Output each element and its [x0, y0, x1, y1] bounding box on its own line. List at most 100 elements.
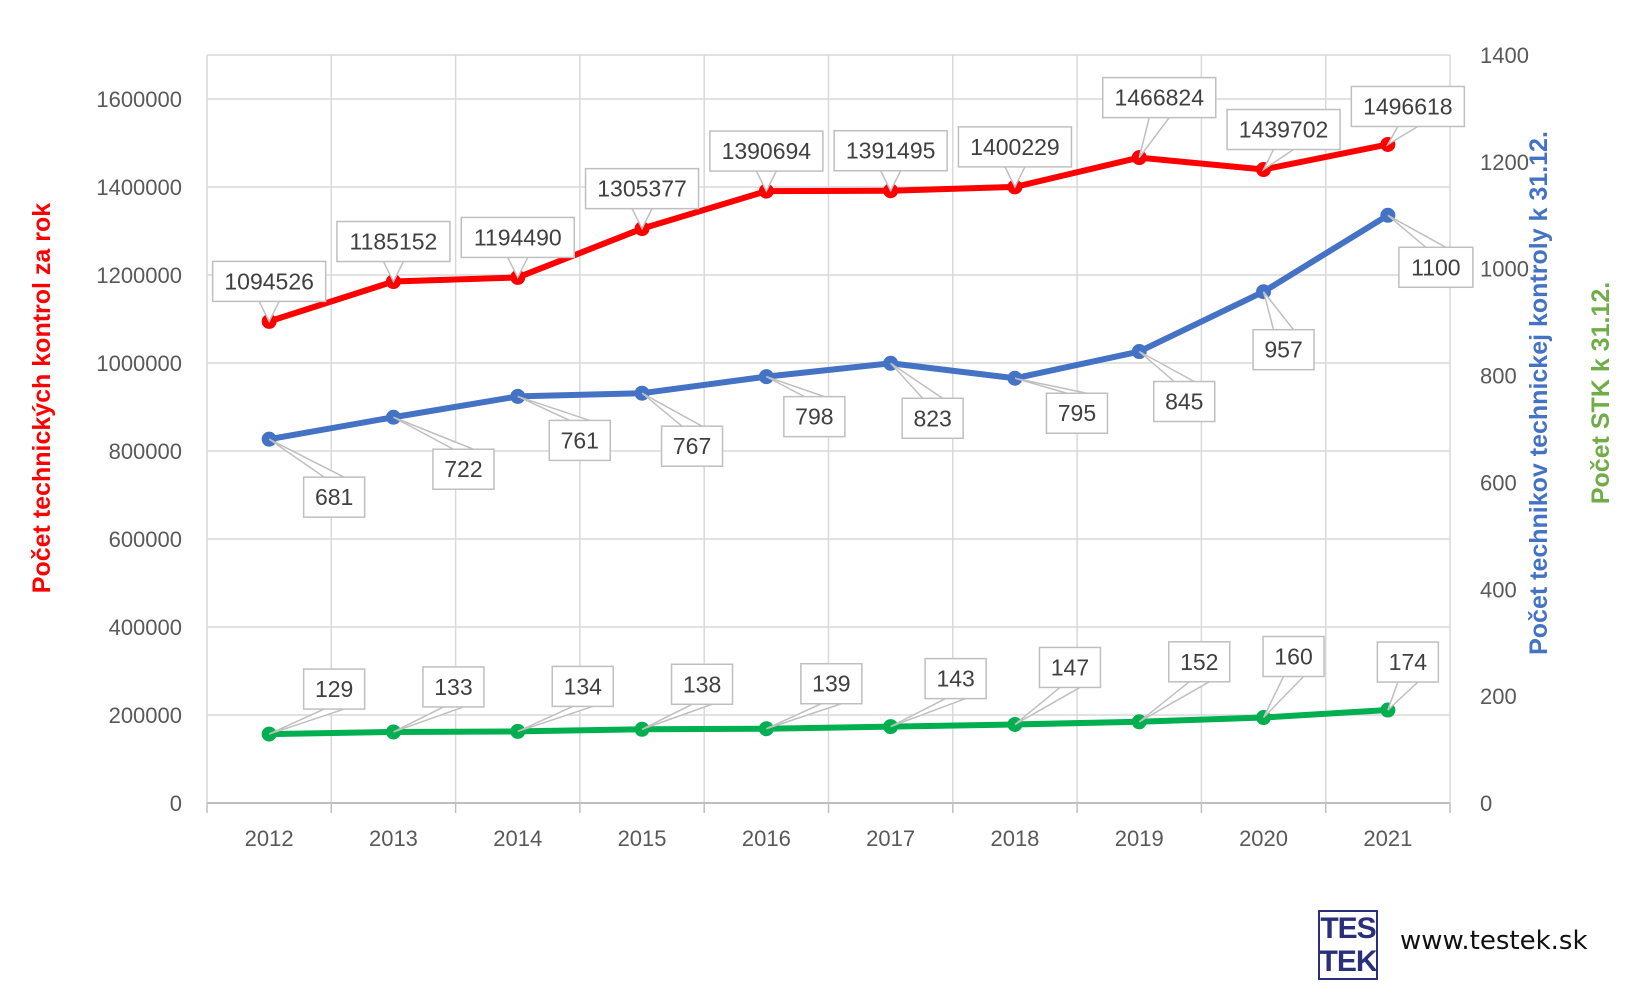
x-tick-label: 2015	[618, 826, 667, 851]
website-link[interactable]: www.testek.sk	[1400, 926, 1588, 956]
data-label: 134	[564, 673, 603, 699]
data-label: 957	[1264, 337, 1302, 363]
data-label: 138	[683, 671, 721, 697]
callout-box	[1168, 641, 1231, 683]
callout-box	[302, 668, 366, 710]
chart-series	[261, 136, 1396, 742]
callout-box	[1038, 646, 1102, 689]
logo-bottom-row: TEK	[1319, 944, 1378, 978]
data-label: 152	[1180, 649, 1218, 675]
footer: TES TEK www.testek.sk	[1318, 910, 1618, 982]
callout-pointer	[890, 362, 944, 399]
callout-pointer	[507, 257, 529, 280]
data-label: 722	[444, 456, 482, 482]
callout-box	[302, 476, 366, 518]
testek-logo: TES TEK	[1318, 910, 1378, 980]
callout-pointer	[641, 703, 713, 730]
right-tick-label: 400	[1480, 577, 1517, 602]
data-label: 681	[315, 484, 353, 510]
x-tick-label: 2013	[369, 826, 418, 851]
data-label-callout: 767	[641, 392, 724, 467]
data-label: 1466824	[1114, 85, 1204, 111]
data-label: 174	[1389, 649, 1428, 675]
callout-pointer	[766, 703, 842, 730]
right-tick-label: 800	[1480, 364, 1517, 389]
data-label: 133	[434, 674, 472, 700]
data-label-callout: 1100	[1387, 214, 1474, 289]
callout-box	[660, 425, 724, 467]
series-line	[266, 141, 1391, 325]
callout-box	[1045, 392, 1109, 434]
callout-pointer	[1138, 350, 1195, 383]
data-label-callout: 160	[1262, 635, 1325, 719]
data-label-callout: 1391495	[833, 129, 948, 193]
x-tick-label: 2012	[245, 826, 294, 851]
callout-pointer	[393, 416, 474, 450]
left-tick-label: 0	[170, 791, 182, 816]
left-tick-label: 1200000	[96, 263, 182, 288]
data-label: 147	[1051, 654, 1089, 680]
callout-pointer	[382, 261, 405, 284]
left-tick-label: 200000	[109, 703, 182, 728]
callout-box	[924, 657, 987, 700]
callout-pointer	[1262, 291, 1295, 331]
data-label: 1400229	[970, 134, 1060, 160]
data-label-callout: 133	[393, 666, 485, 733]
callout-pointer	[1262, 675, 1305, 719]
data-label-callout: 957	[1252, 291, 1315, 371]
callout-pointer	[1014, 377, 1088, 394]
callout-box	[901, 397, 964, 440]
callout-pointer	[1138, 681, 1210, 723]
left-tick-label: 1600000	[96, 87, 182, 112]
data-label: 139	[812, 671, 850, 697]
callout-pointer	[268, 438, 345, 478]
callout-box	[709, 130, 824, 172]
callout-pointer	[258, 301, 280, 324]
data-label: 761	[561, 427, 599, 453]
data-label-callout: 823	[890, 362, 964, 440]
callout-pointer	[1261, 148, 1294, 172]
left-tick-label: 800000	[109, 439, 182, 464]
callout-pointer	[879, 170, 902, 193]
data-label-callout: 1466824	[1102, 76, 1217, 159]
callout-pointer	[1387, 681, 1419, 711]
callout-pointer	[766, 375, 825, 398]
callout-pointer	[1387, 214, 1447, 248]
data-label-callout: 798	[766, 375, 846, 438]
data-label-callout: 845	[1138, 350, 1216, 423]
callout-pointer	[393, 706, 464, 733]
right-tick-label: 1000	[1480, 257, 1529, 282]
callout-box	[1252, 328, 1315, 371]
data-label-callout: 1390694	[709, 130, 824, 193]
left-tick-label: 400000	[109, 615, 182, 640]
chart: 0 200000 400000 600000 800000 1000000 1200000 1…	[28, 43, 1615, 851]
data-label-callout: 139	[766, 662, 863, 730]
x-tick-label: 2016	[742, 826, 791, 851]
data-label-callout: 722	[393, 416, 495, 490]
chart-axes: 0 200000 400000 600000 800000 1000000 1200000 1…	[96, 43, 1529, 851]
callout-pointer	[641, 392, 703, 427]
data-label-callout: 129	[268, 668, 366, 735]
callout-box	[670, 663, 734, 706]
data-label: 1496618	[1363, 93, 1453, 119]
left-tick-label: 1000000	[96, 351, 182, 376]
callout-box	[783, 395, 846, 438]
callout-box	[432, 448, 495, 490]
callout-box	[584, 167, 700, 210]
callout-box	[833, 129, 948, 172]
callout-box	[336, 220, 451, 263]
data-label-callout: 147	[1014, 646, 1102, 726]
right-tick-label: 1400	[1480, 43, 1529, 68]
callout-box	[460, 216, 575, 259]
callout-box	[548, 419, 611, 462]
left-axis-title: Počet technických kontrol za rok	[28, 203, 56, 593]
right-tick-label: 0	[1480, 791, 1492, 816]
logo-letters-bottom: TEK	[1319, 944, 1378, 978]
callout-box	[1102, 76, 1217, 119]
data-label-callout: 1194490	[460, 216, 575, 280]
data-label-callout: 1439702	[1226, 108, 1341, 172]
data-label: 1094526	[224, 268, 314, 294]
data-label: 1439702	[1239, 117, 1329, 143]
data-label: 845	[1165, 389, 1203, 415]
